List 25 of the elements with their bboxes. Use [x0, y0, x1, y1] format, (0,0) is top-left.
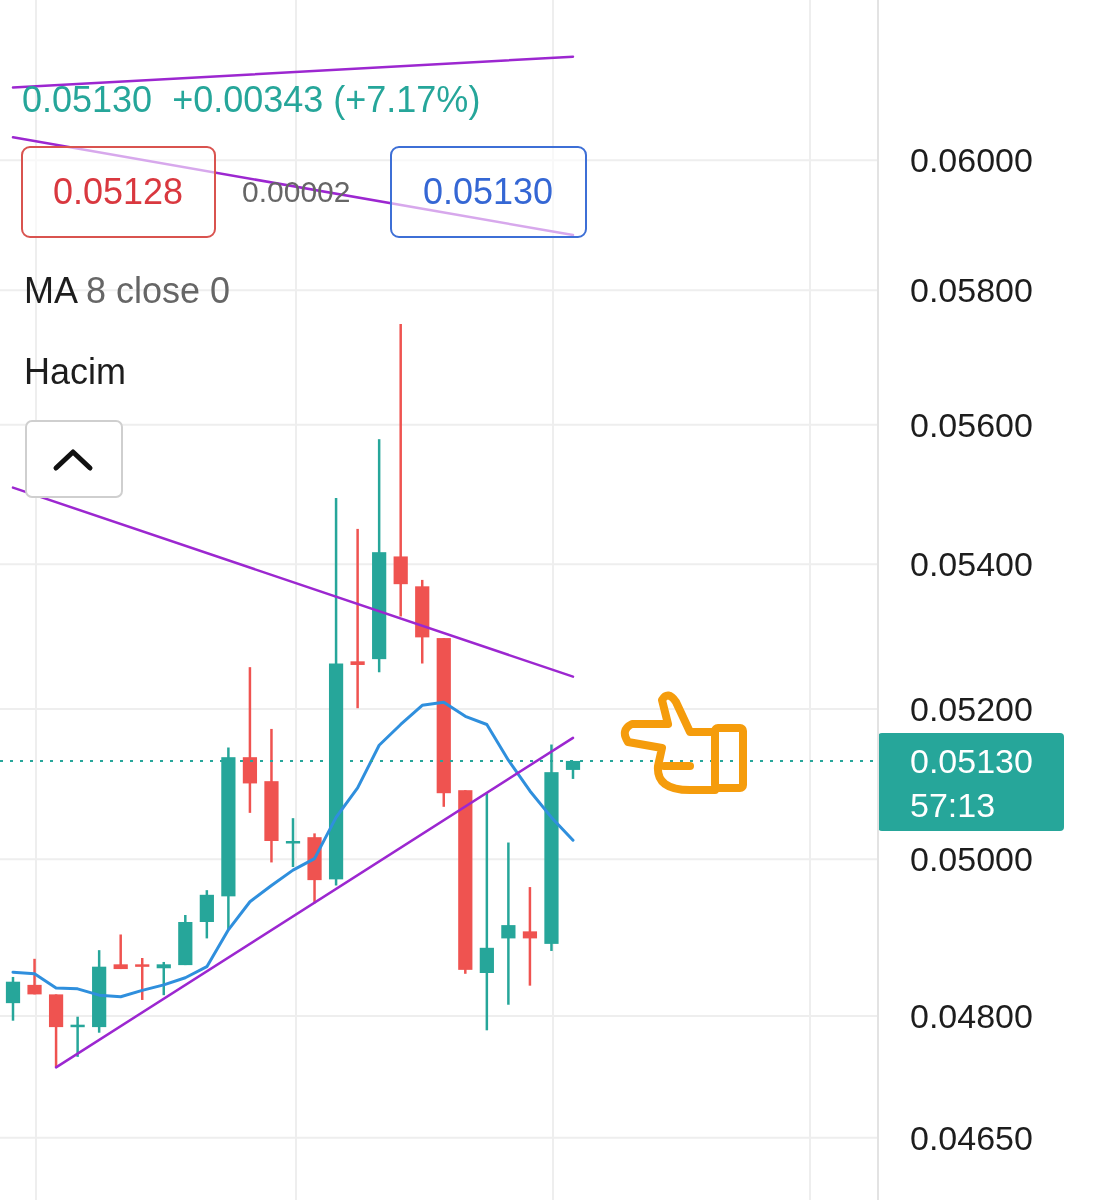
- candlestick: [479, 791, 494, 1032]
- y-tick-label: 0.04650: [910, 1118, 1033, 1157]
- candlestick: [113, 933, 128, 971]
- annotation: Hacim: [24, 351, 127, 392]
- y-tick-label: 0.05000: [910, 840, 1033, 879]
- candlestick: [350, 527, 365, 710]
- candlestick: [522, 885, 538, 987]
- annotation: 0.05130 +0.00343 (+7.17%): [22, 79, 481, 120]
- candlestick: [156, 960, 171, 997]
- y-tick-label: 0.05400: [910, 545, 1033, 584]
- candlestick: [135, 956, 150, 1002]
- candlestick: [393, 322, 408, 618]
- y-tick-label: 0.04800: [910, 996, 1033, 1035]
- y-tick-label: 0.05800: [910, 271, 1033, 310]
- annotation: MA 8 close 0: [24, 270, 231, 311]
- y-tick-label: 0.05600: [910, 405, 1033, 444]
- ref-line-label: 0.05130 57:13: [910, 741, 1033, 824]
- y-tick-label: 0.06000: [910, 141, 1033, 180]
- candlestick: [501, 841, 516, 1006]
- annotation: 0.05130: [422, 171, 554, 212]
- line-series: [11, 700, 575, 999]
- y-tick-label: 0.05200: [910, 689, 1033, 728]
- candlestick: [5, 975, 21, 1022]
- candlestick: [27, 957, 42, 996]
- annotation: 0.05128: [52, 171, 184, 212]
